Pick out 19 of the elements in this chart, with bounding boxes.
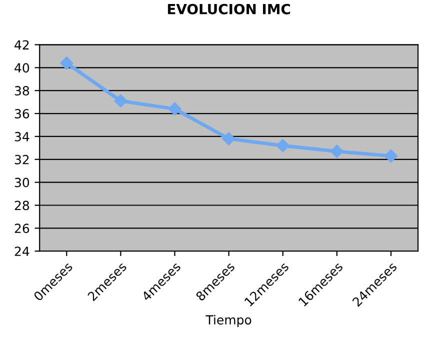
y-tick-label: 28 xyxy=(14,200,30,210)
y-tick-label: 24 xyxy=(14,246,30,256)
x-axis-title: Tiempo xyxy=(206,314,252,327)
point xyxy=(114,94,128,108)
point xyxy=(384,149,398,163)
y-tick-label: 26 xyxy=(14,224,30,234)
y-tick-label: 30 xyxy=(14,178,30,188)
point xyxy=(60,56,74,70)
point xyxy=(222,132,236,146)
y-tick-label: 32 xyxy=(14,154,29,164)
point xyxy=(276,139,290,152)
y-tick-label: 36 xyxy=(14,108,30,118)
chart-title: EVOLUCION IMC xyxy=(168,4,290,14)
y-tick-label: 42 xyxy=(14,40,29,50)
point xyxy=(330,144,344,158)
y-tick-label: 34 xyxy=(14,132,30,142)
y-tick-label: 40 xyxy=(14,63,30,73)
y-tick-label: 38 xyxy=(14,86,30,96)
point xyxy=(168,102,182,116)
